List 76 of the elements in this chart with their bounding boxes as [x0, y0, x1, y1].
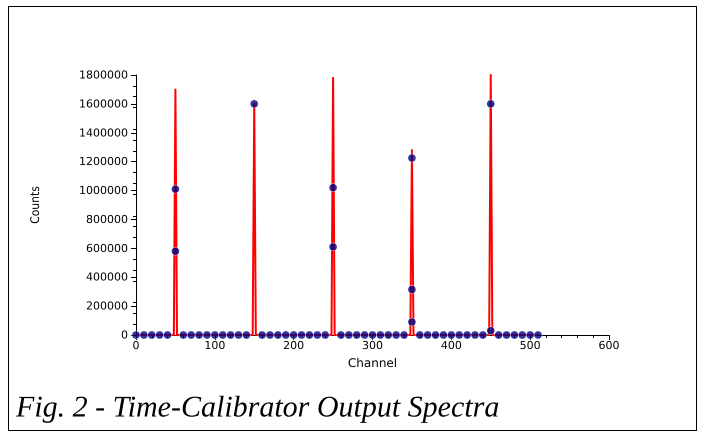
y-tick-label: 0	[121, 328, 128, 342]
point	[328, 242, 338, 252]
x-tick-label: 200	[283, 339, 304, 352]
point	[392, 330, 400, 340]
y-tick-label: 1600000	[79, 97, 128, 110]
point	[408, 318, 416, 326]
point	[274, 330, 282, 340]
x-tick-label: 300	[362, 339, 383, 352]
point	[423, 330, 432, 340]
x-tick-label: 400	[440, 339, 462, 352]
point	[352, 330, 361, 340]
point	[336, 330, 346, 340]
point	[470, 330, 480, 340]
y-tick-label: 1000000	[79, 184, 128, 198]
point	[320, 330, 330, 340]
point	[140, 330, 148, 340]
point	[155, 330, 164, 340]
point	[486, 100, 495, 108]
point	[486, 326, 495, 335]
y-tick-label: 400000	[86, 270, 128, 284]
point	[148, 330, 156, 340]
caption: Fig. 2 - Time-Calibrator Output Spectra	[15, 390, 500, 424]
point	[400, 330, 408, 340]
x-tick-label: 100	[204, 339, 226, 352]
point	[328, 183, 338, 192]
point	[218, 330, 227, 340]
point	[289, 330, 298, 340]
point	[234, 330, 243, 340]
point	[226, 330, 235, 340]
point	[266, 330, 274, 340]
point	[534, 330, 542, 340]
point	[494, 330, 503, 340]
point	[250, 100, 258, 108]
point	[171, 246, 180, 256]
point	[416, 330, 424, 340]
point	[462, 330, 472, 340]
point	[510, 330, 519, 340]
point	[384, 330, 393, 340]
point	[431, 330, 440, 340]
y-tick-label: 1400000	[79, 126, 128, 140]
y-tick-label: 200000	[86, 300, 128, 313]
y-axis-title: Counts	[28, 186, 42, 224]
point	[360, 330, 369, 340]
x-tick-label: 600	[598, 339, 620, 352]
point	[163, 330, 172, 340]
point	[171, 184, 180, 194]
point	[408, 285, 416, 294]
point	[179, 330, 188, 340]
point	[439, 330, 448, 340]
point	[447, 330, 456, 340]
point	[186, 330, 196, 340]
point	[194, 330, 204, 340]
point	[282, 330, 290, 340]
y-tick-label: 800000	[86, 212, 128, 226]
point	[313, 330, 322, 340]
y-tick-label: 600000	[86, 242, 128, 255]
point	[242, 330, 251, 340]
point	[202, 330, 212, 340]
x-axis-title: Channel	[348, 356, 398, 370]
x-tick-label: 500	[520, 339, 541, 352]
point	[210, 330, 220, 340]
point	[518, 330, 527, 340]
x-tick-label: 0	[132, 339, 140, 352]
point	[344, 330, 354, 340]
point	[258, 330, 266, 340]
y-tick-label: 1200000	[79, 155, 128, 168]
point	[297, 330, 306, 340]
point	[454, 330, 464, 340]
point	[502, 330, 511, 340]
point	[368, 330, 377, 340]
point	[305, 330, 314, 340]
point	[376, 330, 385, 340]
point	[408, 154, 416, 162]
point	[526, 330, 534, 340]
y-tick-label: 1800000	[79, 68, 128, 82]
point	[478, 330, 488, 340]
